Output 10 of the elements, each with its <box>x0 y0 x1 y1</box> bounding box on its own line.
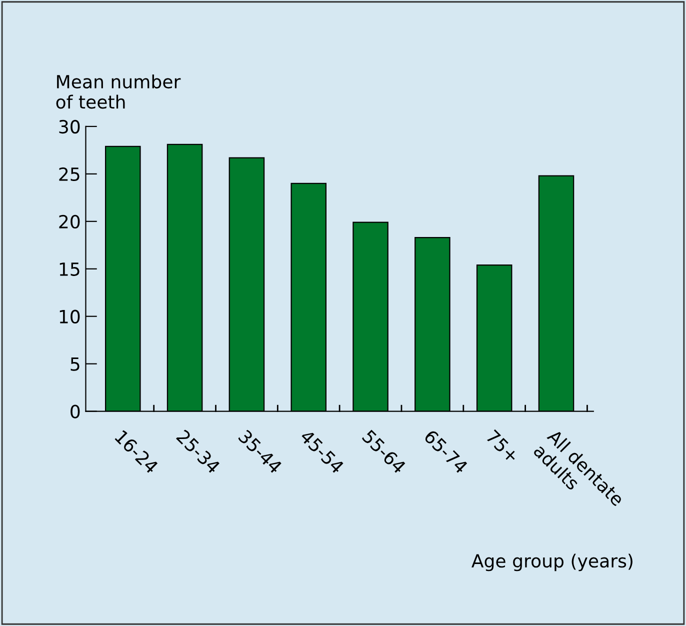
y-axis-title: Mean number of teeth <box>56 74 181 109</box>
y-tick-label: 0 <box>70 404 80 418</box>
x-axis-title: Age group (years) <box>472 554 632 572</box>
y-tick-label: 15 <box>60 262 80 276</box>
y-tick-label: 30 <box>59 120 80 134</box>
y-tick-label: 20 <box>59 214 80 229</box>
y-tick-label: 25 <box>59 167 80 182</box>
x-tick-label: 75+ <box>486 429 520 464</box>
y-tick-label: 10 <box>60 310 80 324</box>
y-tick-label: 5 <box>70 358 80 371</box>
